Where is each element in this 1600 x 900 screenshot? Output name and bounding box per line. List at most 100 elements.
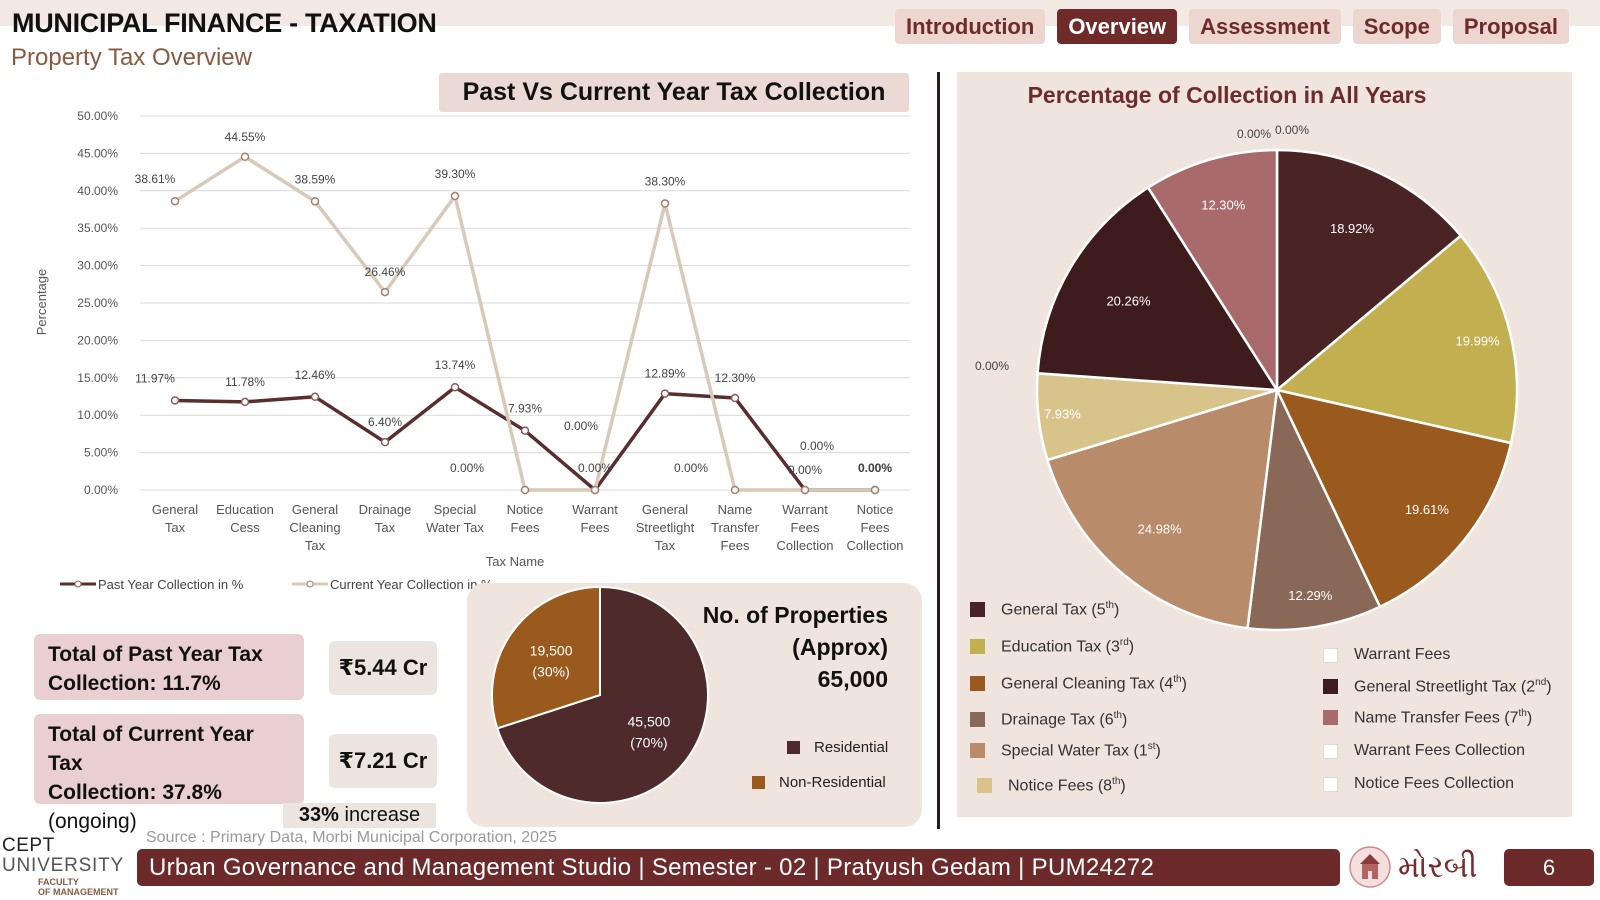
x-tick-label: Notice	[507, 502, 544, 517]
tab-overview[interactable]: Overview	[1057, 9, 1178, 44]
tab-assessment[interactable]: Assessment	[1189, 9, 1341, 44]
data-point-current	[380, 287, 390, 297]
data-point-past	[660, 389, 670, 398]
data-label-current: 0.00%	[674, 461, 708, 475]
y-tick-label: 40.00%	[77, 184, 118, 198]
pie-legend-label: Name Transfer Fees (7th)	[1354, 708, 1533, 727]
data-point-current	[520, 485, 530, 495]
data-label-past: 6.40%	[368, 415, 402, 429]
x-tick-label: Warrant	[572, 502, 618, 517]
pie-slice-label: 12.29%	[1288, 588, 1333, 603]
x-tick-label: Fees	[861, 520, 890, 535]
pie-slice-label: 19.61%	[1405, 502, 1450, 517]
properties-total: 65,000	[817, 666, 888, 692]
pie-legend-label: Warrant Fees Collection	[1354, 742, 1526, 759]
data-point-current	[170, 196, 180, 206]
legend-marker-past	[74, 580, 82, 588]
data-point-current	[240, 152, 250, 162]
pie-slice-label: 7.93%	[1044, 406, 1081, 421]
data-label-current: 0.00%	[800, 439, 834, 453]
properties-pie-slice	[491, 585, 601, 730]
data-point-past	[170, 396, 180, 405]
pie-slice-label: 24.98%	[1138, 522, 1183, 537]
x-axis-title: Tax Name	[486, 554, 545, 569]
properties-slice-value: 45,500	[628, 714, 671, 730]
data-point-current	[450, 191, 460, 201]
data-label-past: 12.89%	[645, 367, 686, 381]
line-chart: 0.00% 5.00% 10.00% 15.00% 20.00% 25.00% 30.00%…	[34, 109, 910, 592]
morbi-logo-text: મોરબી	[1398, 848, 1478, 885]
current-summary-line2: Collection: 37.8%	[48, 781, 222, 804]
pie-slice-label: 18.92%	[1330, 221, 1375, 236]
pie-legend-item: Name Transfer Fees (7th)	[1323, 708, 1532, 727]
logo-faculty-line2: OF MANAGEMENT	[38, 887, 119, 897]
pie-legend-swatch	[1323, 743, 1338, 759]
pie-legend-swatch	[1323, 647, 1338, 663]
pie-legend-item: General Cleaning Tax (4th)	[970, 674, 1187, 693]
vertical-divider	[937, 72, 940, 829]
data-label-current: 0.00%	[450, 461, 484, 475]
legend-label-residential: Residential	[814, 739, 889, 756]
x-tick-label: Cess	[230, 520, 260, 535]
series-line-current	[174, 155, 875, 492]
y-tick-label: 10.00%	[77, 408, 118, 422]
past-summary-line1: Total of Past Year Tax	[48, 643, 263, 666]
pie-legend-label: Notice Fees Collection	[1354, 775, 1515, 792]
pie-legend-item: Notice Fees (8th)	[977, 776, 1126, 795]
pie-slice	[1246, 385, 1382, 632]
y-tick-label: 30.00%	[77, 259, 118, 273]
past-year-value: ₹5.44 Cr	[329, 641, 437, 695]
pie-legend-label: Notice Fees (8th)	[1008, 776, 1126, 795]
properties-slice-percent: (70%)	[630, 735, 667, 751]
data-label-current: 38.30%	[645, 175, 686, 189]
legend-swatch-non-residential	[752, 776, 765, 789]
current-summary-line1: Total of Current Year Tax	[48, 723, 254, 775]
morbi-logo: મોરબી	[1348, 842, 1494, 892]
data-point-past	[450, 382, 460, 392]
pie-chart-title: Percentage of Collection in All Years	[1027, 82, 1427, 108]
past-summary-line2: Collection: 11.7%	[48, 672, 221, 695]
tab-scope[interactable]: Scope	[1352, 9, 1441, 44]
source-note: Source : Primary Data, Morbi Municipal C…	[146, 829, 557, 846]
pie-legend-swatch	[977, 778, 992, 794]
pie-legend-item: Warrant Fees	[1323, 646, 1450, 664]
properties-pie-chart: 45,500 (70%) 19,500 (30%)	[491, 585, 709, 804]
y-tick-label: 15.00%	[77, 371, 118, 385]
x-tick-label: Drainage	[359, 502, 412, 517]
legend-label-past: Past Year Collection in %	[98, 577, 244, 592]
pie-legend-item: General Streetlight Tax (2nd)	[1323, 677, 1552, 696]
pie-legend-swatch	[970, 743, 985, 759]
x-tick-label: Fees	[581, 520, 610, 535]
pie-legend-swatch	[1323, 776, 1338, 792]
pie-legend-item: Notice Fees Collection	[1323, 775, 1514, 793]
increase-percent: 33%	[298, 804, 339, 826]
data-point-past	[310, 392, 320, 402]
properties-title-line1: No. of Properties	[702, 602, 888, 628]
properties-title-line2: (Approx)	[792, 634, 888, 660]
tab-introduction[interactable]: Introduction	[895, 9, 1046, 44]
pie-legend-label: General Streetlight Tax (2nd)	[1354, 677, 1552, 696]
data-point-current	[660, 199, 670, 208]
data-point-current	[310, 197, 320, 206]
line-chart-title: Past Vs Current Year Tax Collection	[439, 73, 909, 112]
data-point-past	[730, 393, 740, 403]
current-summary-line3: (ongoing)	[48, 810, 137, 833]
pie-legend-swatch	[1323, 679, 1338, 695]
pie-legend-label: Education Tax (3rd)	[1001, 637, 1135, 656]
x-tick-label: Fees	[511, 520, 540, 535]
data-label-past: 0.00%	[858, 461, 892, 475]
data-label-past: 12.30%	[715, 371, 756, 385]
pie-slice	[1275, 148, 1463, 393]
pie-legend-label: General Tax (5th)	[1001, 600, 1120, 619]
x-tick-label: Cleaning	[289, 520, 340, 535]
x-tick-label: Water Tax	[426, 520, 484, 535]
tab-proposal[interactable]: Proposal	[1452, 9, 1569, 44]
pie-slice-label: 19.99%	[1456, 333, 1501, 348]
x-tick-label: General	[292, 502, 338, 517]
data-label-current: 26.46%	[365, 265, 406, 279]
footer-bar: Urban Governance and Management Studio |…	[137, 849, 1340, 886]
pie-slice-label: 20.26%	[1106, 294, 1151, 309]
data-label-past: 12.46%	[295, 368, 336, 382]
x-tick-label: Fees	[791, 520, 820, 535]
pie-legend-swatch	[970, 639, 985, 655]
